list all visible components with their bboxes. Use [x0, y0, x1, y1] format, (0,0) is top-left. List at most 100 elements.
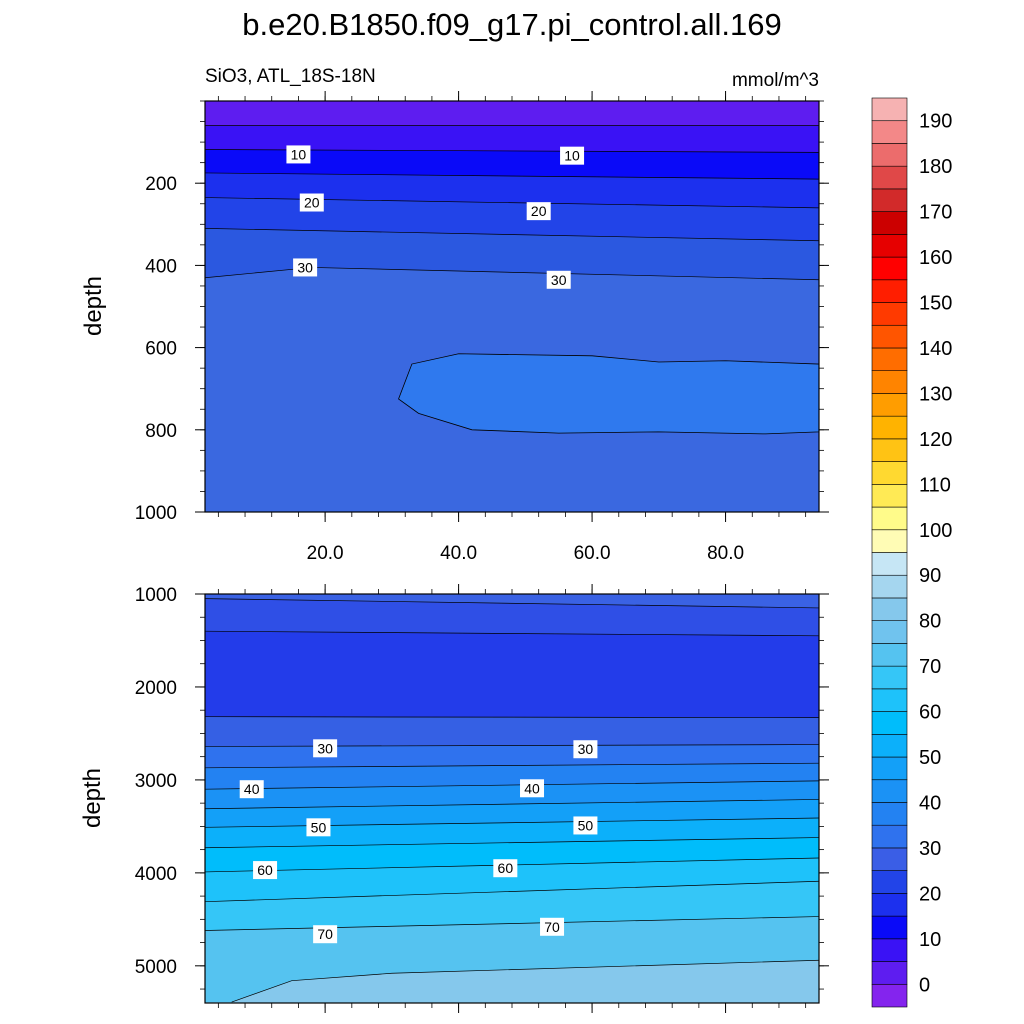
colorbar-segment — [871, 597, 908, 621]
contour-label-text: 20 — [531, 203, 547, 219]
contour-fill-top — [205, 594, 819, 608]
colorbar-segment — [871, 143, 908, 167]
colorbar-segment — [871, 688, 908, 712]
colorbar-segment — [871, 529, 908, 553]
contour-label: 10 — [560, 146, 585, 165]
colorbar-label: 40 — [919, 792, 941, 814]
colorbar-label: 140 — [919, 338, 952, 360]
colorbar-segment — [871, 711, 908, 735]
contour-label: 50 — [306, 818, 331, 837]
lower-y-axis-label: depth — [79, 768, 106, 828]
contour-label: 30 — [573, 740, 598, 759]
contour-label-text: 60 — [498, 860, 514, 876]
contour-label-box — [573, 740, 598, 759]
y-tick-label: 600 — [145, 339, 177, 360]
contour-label: 50 — [573, 816, 598, 835]
upper-y-axis-label: depth — [80, 276, 107, 336]
contour-line-25 — [205, 716, 819, 718]
lower-plot: 30 30 40 40 50 50 60 60 70 70 1000 2000 3000 4000 500… — [79, 584, 829, 1013]
colorbar-segment — [871, 393, 908, 417]
y-tick-label: 1000 — [135, 503, 177, 524]
colorbar-label: 50 — [919, 747, 941, 769]
colorbar-segment — [871, 961, 908, 985]
colorbar-segment — [871, 824, 908, 849]
contour-line-20 — [205, 630, 819, 637]
contour-label-box — [546, 270, 571, 289]
contour-line-75 — [231, 959, 819, 1003]
colorbar-label: 110 — [919, 474, 951, 496]
colorbar-segment — [871, 733, 908, 758]
contour-label-box — [306, 818, 331, 837]
colorbar-label: 10 — [919, 929, 941, 951]
colorbar-segment — [871, 574, 908, 599]
colorbar-label: 80 — [919, 611, 941, 633]
colorbar-segment — [871, 870, 908, 894]
colorbar-segment — [871, 370, 908, 394]
x-tick-label: 40.0 — [440, 543, 477, 564]
contour-label-text: 10 — [564, 148, 580, 164]
colorbar-segment — [871, 211, 908, 235]
x-tick-label: 20.0 — [307, 543, 344, 564]
colorbar-segment — [871, 234, 908, 258]
contour-label: 40 — [520, 779, 545, 798]
contour-label-text: 70 — [317, 926, 333, 942]
contour-label-box — [293, 258, 318, 277]
contour-label-box — [299, 193, 324, 212]
colorbar-segment — [871, 620, 908, 644]
x-tick-label: 60.0 — [574, 543, 611, 564]
colorbar-segment — [871, 802, 908, 826]
contour-label-box — [313, 925, 338, 944]
contour-label-text: 50 — [311, 819, 327, 835]
contour-label: 30 — [546, 270, 571, 289]
contour-label-text: 60 — [257, 862, 273, 878]
contour-label-box — [520, 779, 545, 798]
contour-label: 70 — [540, 917, 565, 936]
colorbar-label: 60 — [919, 702, 941, 724]
contour-label: 70 — [313, 925, 338, 944]
colorbar-label: 100 — [919, 520, 952, 542]
colorbar-segment — [871, 279, 908, 303]
contour-label-text: 30 — [578, 741, 594, 757]
contour-label-box — [526, 202, 551, 221]
y-tick-label: 2000 — [135, 678, 177, 699]
colorbar-label: 20 — [919, 883, 941, 905]
colorbar-segment — [871, 188, 908, 212]
contour-label: 20 — [526, 202, 551, 221]
colorbar-segment — [871, 847, 908, 871]
colorbar-segment — [871, 438, 908, 462]
colorbar-segment — [871, 643, 908, 667]
contour-label: 60 — [253, 861, 278, 880]
colorbar-segment — [871, 915, 908, 940]
colorbar-label: 160 — [919, 247, 952, 269]
contour-line-65 — [205, 880, 819, 903]
contour-line-25 — [205, 228, 819, 242]
contour-label-text: 40 — [524, 780, 540, 796]
colorbar-label: 90 — [919, 565, 941, 587]
x-tick-label: 80.0 — [707, 543, 744, 564]
colorbar-segment — [871, 938, 908, 962]
colorbar-segment — [871, 302, 908, 326]
contour-label-text: 40 — [244, 781, 260, 797]
contour-label-text: 20 — [304, 195, 320, 211]
y-tick-label: 4000 — [135, 864, 177, 885]
contour-label-box — [313, 739, 338, 758]
y-tick-label: 5000 — [135, 957, 177, 978]
colorbar-segment — [871, 552, 908, 576]
contour-label: 60 — [493, 859, 518, 878]
contour-label-box — [239, 780, 264, 799]
contour-line-35 — [205, 762, 819, 769]
colorbar: 0 10 20 30 40 50 60 70 80 90 100 110 120 130 140 150 160… — [871, 97, 952, 1008]
colorbar-label: 0 — [919, 974, 930, 996]
contour-line-55 — [205, 837, 819, 849]
contour-label-text: 30 — [297, 259, 313, 275]
contour-line-70 — [205, 916, 819, 931]
contour-label-box — [560, 146, 585, 165]
contour-label: 10 — [286, 145, 311, 164]
colorbar-label: 70 — [919, 656, 941, 678]
contour-label-text: 30 — [317, 740, 333, 756]
contour-label-text: 30 — [551, 272, 567, 288]
colorbar-label: 120 — [919, 429, 952, 451]
y-tick-label: 3000 — [135, 771, 177, 792]
y-tick-label: 800 — [145, 421, 177, 442]
